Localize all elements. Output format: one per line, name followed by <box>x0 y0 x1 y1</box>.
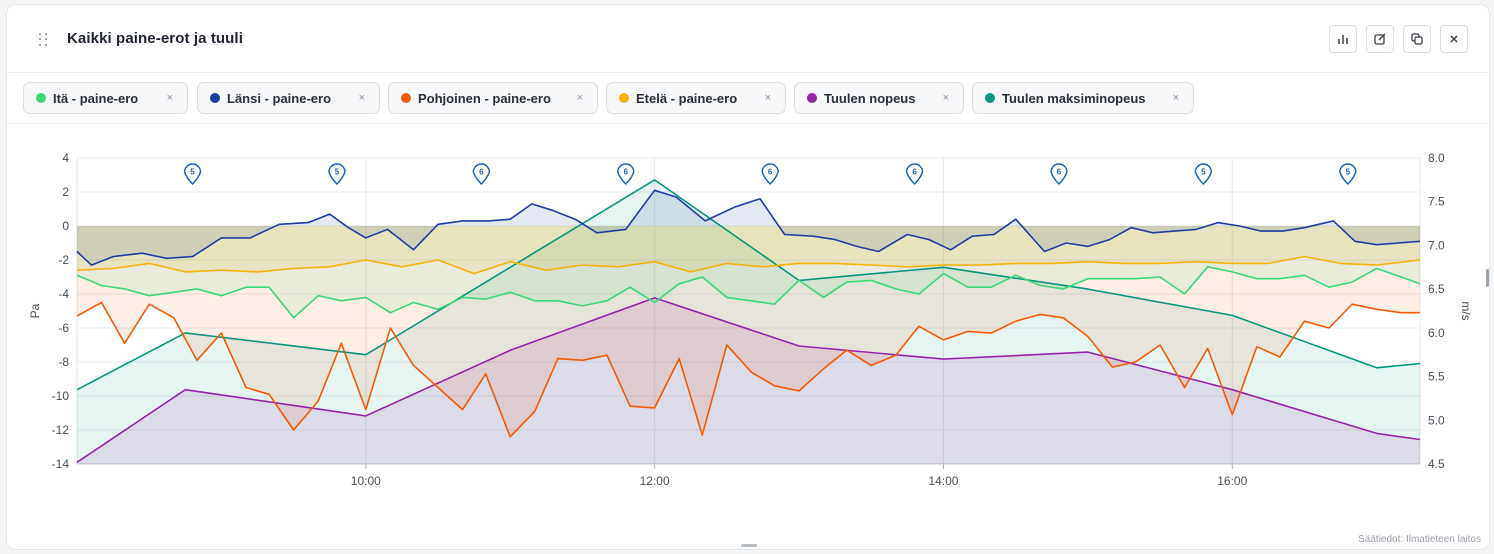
scrollbar-thumb[interactable] <box>1486 269 1489 287</box>
x-tick-label: 16:00 <box>1217 474 1247 488</box>
y-right-tick-label: 4.5 <box>1428 457 1445 471</box>
wind-marker-label: 5 <box>1346 168 1351 177</box>
wind-marker <box>472 163 491 185</box>
wind-marker <box>328 163 346 185</box>
series-area <box>77 179 1420 464</box>
chip-label: Etelä - paine-ero <box>636 90 738 106</box>
chip-lansi[interactable]: Länsi - paine-ero × <box>197 82 380 114</box>
wind-marker-label: 6 <box>479 168 484 177</box>
series-line <box>76 179 1421 391</box>
wind-marker-label: 6 <box>624 168 629 177</box>
wind-marker-label: 6 <box>912 168 917 177</box>
chip-pohjoinen[interactable]: Pohjoinen - paine-ero × <box>388 82 598 114</box>
series-color-dot <box>36 93 46 103</box>
chip-tuulen-maksiminopeus[interactable]: Tuulen maksiminopeus × <box>972 82 1194 114</box>
copy-button[interactable] <box>1403 25 1431 53</box>
series-area <box>77 226 1420 437</box>
series-color-dot <box>401 93 411 103</box>
copy-icon <box>1411 33 1423 45</box>
y-right-tick-label: 6.5 <box>1428 282 1445 296</box>
close-icon <box>1450 35 1458 43</box>
series-line <box>76 301 1420 438</box>
resize-handle[interactable] <box>741 544 757 547</box>
wind-marker-label: 5 <box>190 168 195 177</box>
close-button[interactable] <box>1440 25 1468 53</box>
series-color-dot <box>807 93 817 103</box>
chip-label: Itä - paine-ero <box>53 90 139 106</box>
edit-icon <box>1374 33 1386 45</box>
series-color-dot <box>210 93 220 103</box>
series-area <box>77 297 1420 464</box>
chip-remove-icon[interactable]: × <box>576 92 583 104</box>
y-right-tick-label: 5.0 <box>1428 413 1445 427</box>
y-right-tick-label: 5.5 <box>1428 370 1445 384</box>
series-color-dot <box>619 93 629 103</box>
series-line <box>76 189 1421 266</box>
y-left-tick-label: -6 <box>58 321 69 335</box>
y-left-tick-label: 2 <box>62 185 69 199</box>
series-line <box>76 297 1421 463</box>
y-right-tick-label: 7.5 <box>1428 195 1445 209</box>
wind-marker-label: 6 <box>768 168 773 177</box>
chip-remove-icon[interactable]: × <box>1172 92 1179 104</box>
x-tick-label: 12:00 <box>640 474 670 488</box>
x-tick-label: 14:00 <box>928 474 958 488</box>
wind-marker <box>1339 163 1357 185</box>
series-color-dot <box>985 93 995 103</box>
chip-etela[interactable]: Etelä - paine-ero × <box>606 82 786 114</box>
chart-type-button[interactable] <box>1329 25 1357 53</box>
wind-marker <box>1050 163 1068 185</box>
wind-marker-label: 6 <box>1057 168 1062 177</box>
pressure-wind-chart: 4 2 0 -2 -4 -6 -8 -10 -12 -14 8.0 7.5 7.0 6.5 6.0 5.5 5.… <box>28 151 1473 488</box>
edit-button[interactable] <box>1366 25 1394 53</box>
wind-marker-label: 5 <box>1201 168 1206 177</box>
wind-marker <box>617 163 635 185</box>
x-tick-label: 10:00 <box>351 474 381 488</box>
chip-label: Pohjoinen - paine-ero <box>418 90 551 106</box>
chip-label: Tuulen maksiminopeus <box>1002 90 1146 106</box>
chip-label: Tuulen nopeus <box>824 90 916 106</box>
widget-header: Kaikki paine-erot ja tuuli <box>7 5 1489 73</box>
chip-remove-icon[interactable]: × <box>942 92 949 104</box>
series-line <box>76 265 1421 319</box>
wind-marker <box>183 163 202 185</box>
chip-label: Länsi - paine-ero <box>227 90 332 106</box>
y-right-tick-label: 7.0 <box>1428 238 1445 252</box>
chart-icon <box>1338 35 1348 44</box>
chip-tuulen-nopeus[interactable]: Tuulen nopeus × <box>794 82 964 114</box>
y-left-tick-label: -14 <box>52 457 70 471</box>
data-credit: Säätiedot: Ilmatieteen laitos <box>1358 534 1481 545</box>
y-left-tick-label: -10 <box>52 389 70 403</box>
y-left-axis-title: Pa <box>28 303 42 318</box>
y-left-tick-label: -4 <box>58 287 69 301</box>
y-left-tick-label: -12 <box>52 423 70 437</box>
y-left-tick-label: -8 <box>58 355 69 369</box>
wind-marker <box>1194 163 1213 185</box>
series-line <box>76 255 1421 275</box>
chart-widget: Kaikki paine-erot ja tuuli <box>6 4 1490 550</box>
y-right-tick-label: 6.0 <box>1428 326 1445 340</box>
wind-marker <box>905 163 924 185</box>
y-left-tick-label: 4 <box>62 151 69 165</box>
y-right-axis-title: m/s <box>1459 301 1473 320</box>
chip-remove-icon[interactable]: × <box>166 92 173 104</box>
wind-marker <box>761 163 779 185</box>
series-area <box>77 190 1420 266</box>
chip-remove-icon[interactable]: × <box>764 92 771 104</box>
chip-ita[interactable]: Itä - paine-ero × <box>23 82 188 114</box>
y-right-tick-label: 8.0 <box>1428 151 1445 165</box>
divider <box>7 123 1489 124</box>
wind-marker-label: 5 <box>335 168 340 177</box>
drag-handle-icon[interactable] <box>39 33 49 47</box>
y-left-tick-label: -2 <box>58 253 69 267</box>
y-left-tick-label: 0 <box>62 219 69 233</box>
chip-remove-icon[interactable]: × <box>358 92 365 104</box>
widget-title: Kaikki paine-erot ja tuuli <box>67 30 243 47</box>
